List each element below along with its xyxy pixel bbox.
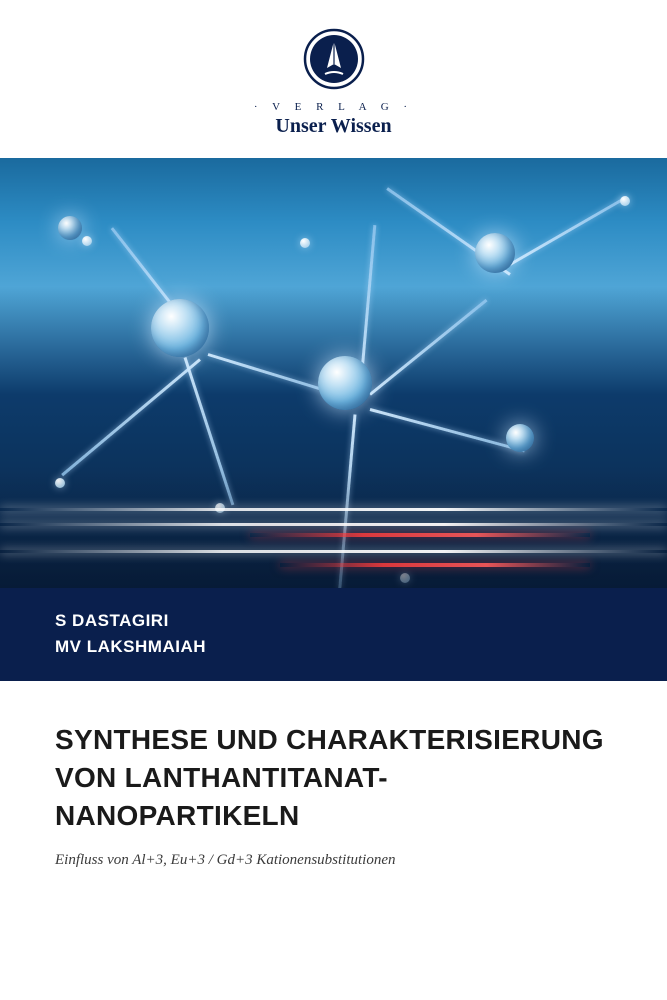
molecule-node xyxy=(151,299,209,357)
publisher-header: · V E R L A G · Unser Wissen xyxy=(0,0,667,158)
molecule-small-node xyxy=(620,196,630,206)
author-2: MV LAKSHMAIAH xyxy=(55,634,612,660)
publisher-logo-icon xyxy=(303,28,365,90)
author-1: S DASTAGIRI xyxy=(55,608,612,634)
molecule-edge xyxy=(61,358,201,476)
red-streak xyxy=(250,533,590,537)
title-block: SYNTHESE UND CHARAKTERISIERUNG VON LANTH… xyxy=(0,681,667,869)
light-streak xyxy=(0,508,667,511)
molecule-small-node xyxy=(300,238,310,248)
book-subtitle: Einfluss von Al+3, Eu+3 / Gd+3 Kationens… xyxy=(55,852,612,869)
molecule-small-node xyxy=(82,236,92,246)
light-streak xyxy=(0,550,667,553)
author-band: S DASTAGIRI MV LAKSHMAIAH xyxy=(0,588,667,681)
publisher-name: Unser Wissen xyxy=(0,115,667,138)
motion-streak-overlay xyxy=(0,468,667,588)
molecule-node xyxy=(58,216,82,240)
molecule-node xyxy=(318,356,372,410)
red-streak xyxy=(280,563,590,567)
hero-graphic xyxy=(0,158,667,588)
molecule-edge xyxy=(509,196,627,266)
molecule-edge xyxy=(370,408,525,452)
light-streak xyxy=(0,523,667,526)
molecule-node xyxy=(506,424,534,452)
publisher-verlag-label: · V E R L A G · xyxy=(0,101,667,113)
molecule-edge xyxy=(369,299,487,396)
molecule-node xyxy=(475,233,515,273)
book-title: SYNTHESE UND CHARAKTERISIERUNG VON LANTH… xyxy=(55,721,612,834)
